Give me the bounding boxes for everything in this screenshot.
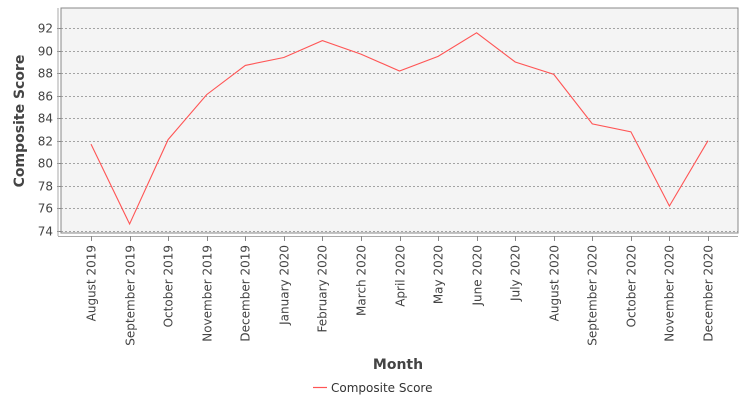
x-tick-label: December 2020 (702, 245, 716, 342)
y-tick-label: 84 (38, 112, 53, 126)
x-tick-label: March 2020 (355, 245, 369, 316)
x-tick-label: November 2020 (663, 245, 677, 342)
x-tick-label: August 2020 (548, 245, 562, 321)
y-tick-label: 86 (38, 90, 53, 104)
x-tick-label: January 2020 (278, 245, 292, 326)
y-tick-label: 74 (38, 225, 53, 239)
x-axis: August 2019 September 2019 October 2019 Nov… (58, 236, 738, 346)
legend-label-composite-score: Composite Score (331, 381, 432, 395)
x-tick-label: August 2019 (85, 245, 99, 321)
y-tick-label: 76 (38, 202, 53, 216)
x-tick-label: September 2020 (586, 245, 600, 346)
y-tick-label: 82 (38, 135, 53, 149)
x-tick-label: June 2020 (471, 245, 485, 307)
x-tick-label: April 2020 (394, 245, 408, 307)
x-tick-label: September 2019 (124, 245, 138, 346)
x-tick-label: November 2019 (201, 245, 215, 342)
x-tick-label: October 2020 (625, 245, 639, 327)
legend: Composite Score (313, 381, 432, 395)
x-tick-label: May 2020 (432, 245, 446, 304)
y-axis-title: Composite Score (12, 55, 28, 188)
x-tick-label: July 2020 (509, 245, 523, 302)
y-tick-label: 88 (38, 67, 53, 81)
y-tick-label: 92 (38, 22, 53, 36)
y-tick-label: 78 (38, 180, 53, 194)
x-tick-label: December 2019 (239, 245, 253, 342)
x-tick-label: February 2020 (316, 245, 330, 333)
y-tick-label: 80 (38, 157, 53, 171)
grid-lines (61, 28, 738, 232)
y-axis: 74 76 78 80 82 84 86 88 90 92 (38, 8, 61, 239)
x-axis-title: Month (373, 357, 423, 373)
plot-background (60, 7, 739, 234)
x-tick-label: October 2019 (162, 245, 176, 327)
y-tick-label: 90 (38, 45, 53, 59)
series-lines (90, 32, 709, 226)
